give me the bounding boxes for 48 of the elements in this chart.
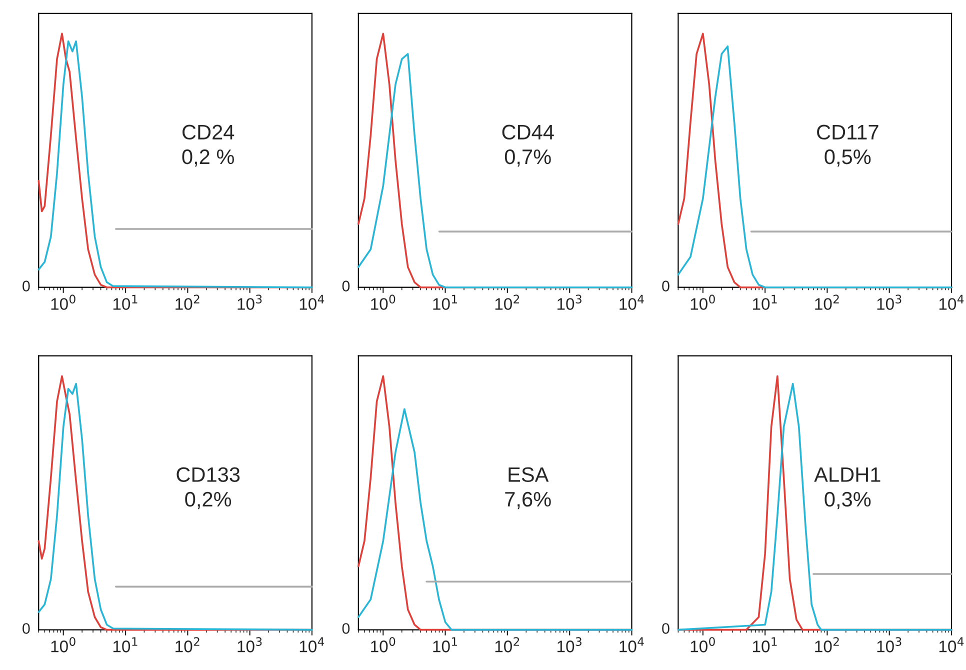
annotation: CD117 — [817, 124, 878, 140]
x-tick-label: 10$^{3}$ — [877, 637, 902, 652]
x-tick-label: 10$^{1}$ — [113, 294, 138, 310]
x-tick-label: 10$^{0}$ — [690, 637, 715, 652]
x-tick-label: 10$^{4}$ — [300, 294, 324, 310]
x-tick-label: 10$^{0}$ — [371, 294, 396, 310]
text: 0 — [22, 623, 30, 634]
x-tick-label: 10$^{1}$ — [753, 294, 777, 310]
x-tick-label: 10$^{3}$ — [238, 294, 262, 310]
annotation: 0,2% — [185, 492, 232, 510]
x-tick-label: 10$^{2}$ — [176, 294, 200, 310]
x-tick-label: 10$^{0}$ — [51, 637, 76, 652]
text: 0 — [342, 280, 350, 292]
x-tick-label: 10$^{3}$ — [558, 294, 582, 310]
x-tick-label: 10$^{3}$ — [558, 637, 582, 652]
x-tick-label: 10$^{1}$ — [433, 294, 458, 310]
annotation: CD133 — [176, 467, 240, 482]
annotation: 0,3% — [824, 492, 871, 510]
text: 0 — [662, 280, 670, 292]
x-tick-label: 10$^{2}$ — [815, 294, 839, 310]
x-tick-label: 10$^{0}$ — [51, 294, 76, 310]
x-tick-label: 10$^{2}$ — [176, 637, 200, 652]
x-tick-label: 10$^{1}$ — [113, 637, 138, 652]
text: 0 — [342, 623, 350, 634]
x-tick-label: 10$^{4}$ — [300, 637, 324, 652]
x-tick-label: 10$^{2}$ — [815, 637, 839, 652]
annotation: ESA — [508, 467, 549, 482]
x-tick-label: 10$^{2}$ — [495, 294, 520, 310]
x-tick-label: 10$^{3}$ — [238, 637, 262, 652]
x-tick-label: 10$^{1}$ — [433, 637, 458, 652]
x-tick-label: 10$^{4}$ — [939, 637, 964, 652]
annotation: 7,6% — [505, 492, 551, 510]
annotation: 0,5% — [824, 149, 871, 167]
x-tick-label: 10$^{0}$ — [371, 637, 396, 652]
annotation: CD44 — [502, 124, 554, 140]
x-tick-label: 10$^{0}$ — [690, 294, 715, 310]
text: 0 — [22, 280, 30, 292]
annotation: 0,7% — [504, 149, 551, 167]
x-tick-label: 10$^{4}$ — [620, 637, 644, 652]
annotation: CD24 — [182, 124, 234, 140]
x-tick-label: 10$^{4}$ — [620, 294, 644, 310]
x-tick-label: 10$^{1}$ — [753, 637, 777, 652]
x-tick-label: 10$^{3}$ — [877, 294, 902, 310]
text: 0 — [662, 623, 670, 634]
annotation: ALDH1 — [814, 467, 880, 482]
x-tick-label: 10$^{4}$ — [939, 294, 964, 310]
annotation: 0,2 % — [182, 149, 234, 167]
x-tick-label: 10$^{2}$ — [495, 637, 520, 652]
